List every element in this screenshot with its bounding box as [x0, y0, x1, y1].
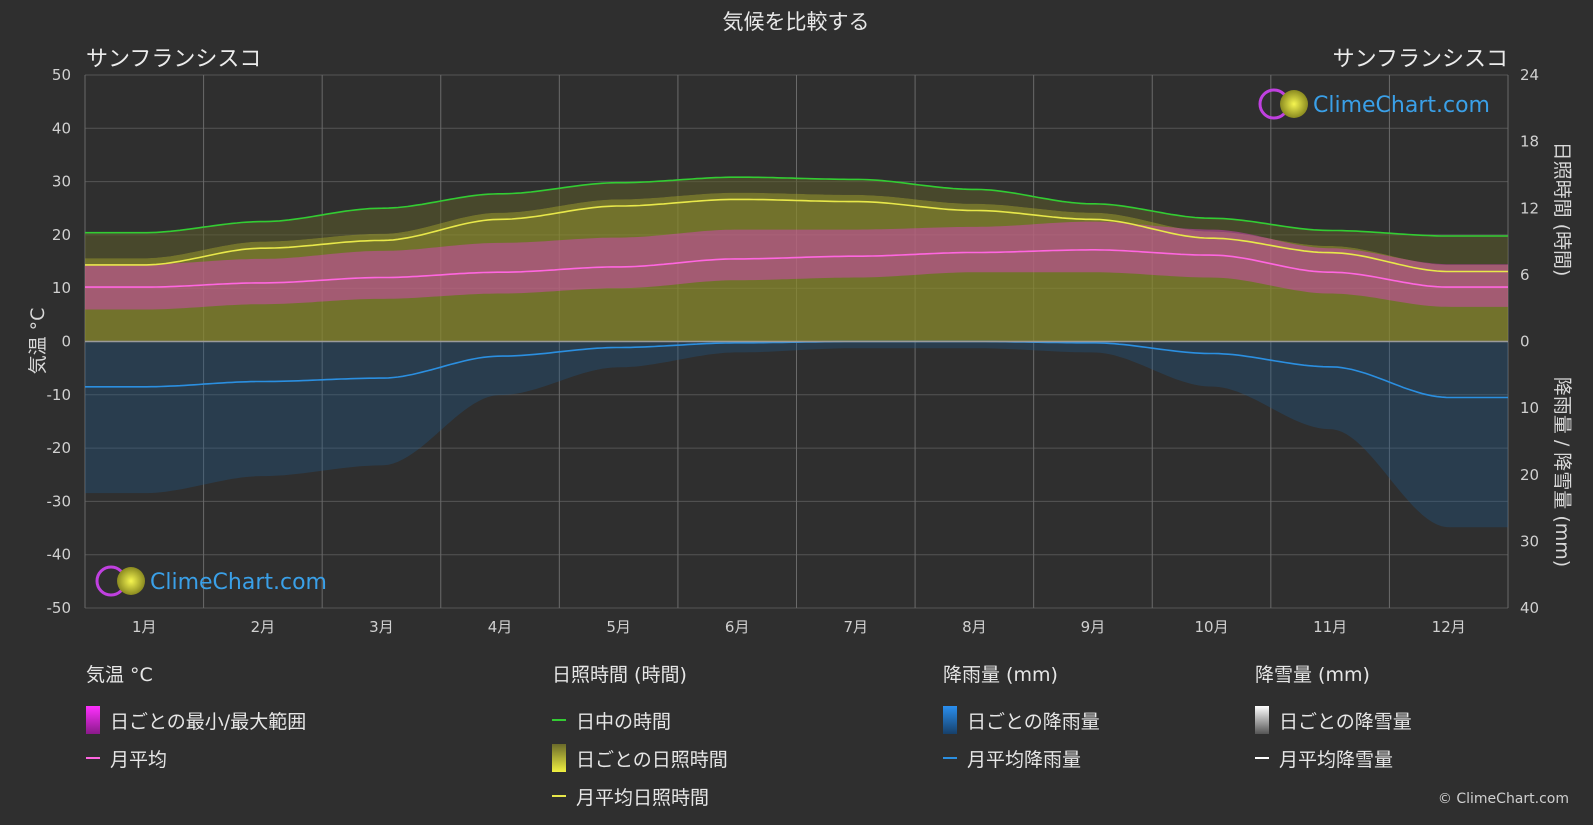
logo-top: ClimeChart.com: [1258, 88, 1490, 120]
x-tick-label: 4月: [488, 618, 513, 636]
chart-title: 気候を比較する: [723, 10, 870, 34]
x-tick-label: 8月: [962, 618, 987, 636]
x-tick-label: 5月: [606, 618, 631, 636]
legend-daylight: 日中の時間: [552, 701, 728, 739]
y-left-tick-label: 50: [52, 66, 71, 84]
legend-daylight-label: 日中の時間: [576, 710, 672, 733]
x-tick-label: 10月: [1194, 618, 1228, 636]
y-left-tick-label: 10: [52, 279, 71, 297]
legend-rain-avg-label: 月平均降雨量: [967, 748, 1082, 771]
y-right-bottom-tick-label: 10: [1520, 399, 1539, 417]
daylight-line: [85, 176, 1508, 237]
legend-sun-avg-label: 月平均日照時間: [576, 786, 710, 809]
legend-daily-rain-label: 日ごとの降雨量: [967, 710, 1100, 733]
y-right-bottom-tick-label: 30: [1520, 532, 1539, 550]
logo-text: ClimeChart.com: [1313, 93, 1490, 118]
legend-rain-avg: 月平均降雨量: [943, 739, 1100, 777]
legend-sun-avg: 月平均日照時間: [552, 777, 728, 815]
legend-temperature: 気温 °C 日ごとの最小/最大範囲 月平均: [86, 660, 306, 777]
x-tick-label: 7月: [844, 618, 869, 636]
y-right-top-tick-label: 0: [1520, 333, 1530, 351]
legend-temp-avg-label: 月平均: [110, 748, 168, 771]
temp-range-area: [85, 221, 1508, 310]
y-left-tick-label: 20: [52, 226, 71, 244]
legend-snow-title: 降雪量 (mm): [1255, 664, 1370, 686]
y-right-top-tick-label: 6: [1520, 266, 1530, 284]
city-right: サンフランシスコ: [1333, 47, 1508, 72]
logo-bottom: ClimeChart.com: [95, 565, 327, 597]
sunshine-avg-line: [85, 198, 1508, 273]
legend-daily-snow: 日ごとの降雪量: [1255, 701, 1412, 739]
axes: 50 40 30 20 10 0 -10 -20 -30 -40 -50 24 18 12 6 0 10 20 30…: [47, 66, 1540, 636]
sun-avg-swatch: [552, 795, 566, 797]
legend-temp-range-label: 日ごとの最小/最大範囲: [110, 710, 307, 733]
legend-sunshine: 日照時間 (時間) 日中の時間 日ごとの日照時間 月平均日照時間: [552, 660, 728, 815]
y-right-bottom-tick-label: 40: [1520, 599, 1539, 617]
y-left-tick-label: 30: [52, 173, 71, 191]
y-right-top-tick-label: 18: [1520, 133, 1539, 151]
legend-daily-snow-label: 日ごとの降雪量: [1279, 710, 1412, 733]
temp-avg-line: [85, 249, 1508, 288]
y-left-tick-label: 0: [61, 333, 71, 351]
x-tick-label: 1月: [132, 618, 157, 636]
y-left-tick-label: -20: [47, 439, 72, 457]
legend-snow-avg: 月平均降雪量: [1255, 739, 1412, 777]
daily-rain-swatch: [943, 706, 957, 734]
y-right-top-axis-label: 日照時間 (時間): [1551, 142, 1573, 277]
daily-rain-area: [85, 341, 1508, 528]
temp-avg-swatch: [86, 757, 100, 759]
x-tick-label: 6月: [725, 618, 750, 636]
copyright: © ClimeChart.com: [1437, 791, 1569, 807]
legend-daily-rain: 日ごとの降雨量: [943, 701, 1100, 739]
y-left-tick-label: -50: [47, 599, 72, 617]
legend-rain: 降雨量 (mm) 日ごとの降雨量 月平均降雨量: [943, 660, 1100, 777]
y-right-top-tick-label: 24: [1520, 66, 1539, 84]
y-left-tick-label: -10: [47, 386, 72, 404]
y-left-axis-label: 気温 °C: [27, 308, 49, 375]
rain-avg-swatch: [943, 757, 957, 759]
legend-temp-range: 日ごとの最小/最大範囲: [86, 701, 306, 739]
x-tick-label: 3月: [369, 618, 394, 636]
legend-snow: 降雪量 (mm) 日ごとの降雪量 月平均降雪量: [1255, 660, 1412, 777]
daily-snow-swatch: [1255, 706, 1269, 734]
legend-sun-title: 日照時間 (時間): [552, 664, 687, 686]
x-tick-label: 12月: [1432, 618, 1466, 636]
y-right-top-tick-label: 12: [1520, 199, 1539, 217]
legend-temp-avg: 月平均: [86, 739, 306, 777]
y-left-tick-label: -30: [47, 492, 72, 510]
legend-snow-avg-label: 月平均降雪量: [1279, 748, 1394, 771]
y-right-bottom-axis-label: 降雨量 / 降雪量 (mm): [1551, 377, 1573, 567]
logo-text: ClimeChart.com: [150, 570, 327, 595]
plot-area: [85, 176, 1508, 528]
legend-daily-sun: 日ごとの日照時間: [552, 739, 728, 777]
legend-rain-title: 降雨量 (mm): [943, 664, 1058, 686]
legend-daily-sun-label: 日ごとの日照時間: [576, 748, 728, 771]
logo-sun-icon: [1280, 90, 1308, 118]
city-left: サンフランシスコ: [86, 47, 261, 72]
x-tick-label: 9月: [1081, 618, 1106, 636]
snow-avg-swatch: [1255, 757, 1269, 759]
y-left-tick-label: -40: [47, 546, 72, 564]
x-tick-label: 11月: [1313, 618, 1347, 636]
legend: 気温 °C 日ごとの最小/最大範囲 月平均 日照時間 (時間) 日中の時間 日ご…: [0, 660, 1593, 820]
temp-range-swatch: [86, 706, 100, 734]
logo-sun-icon: [117, 567, 145, 595]
daily-sun-swatch: [552, 744, 566, 772]
daylight-swatch: [552, 719, 566, 721]
daylight-band: [85, 177, 1508, 265]
legend-temp-title: 気温 °C: [86, 664, 153, 686]
y-left-tick-label: 40: [52, 119, 71, 137]
x-tick-label: 2月: [251, 618, 276, 636]
y-right-bottom-tick-label: 20: [1520, 466, 1539, 484]
